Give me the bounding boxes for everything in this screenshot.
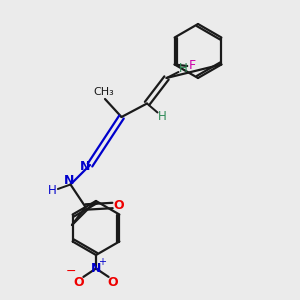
Text: −: − — [66, 265, 76, 278]
Text: O: O — [108, 276, 118, 289]
Text: CH₃: CH₃ — [93, 86, 114, 97]
Text: H: H — [158, 110, 166, 124]
Text: N: N — [91, 262, 101, 275]
Text: N: N — [64, 173, 74, 187]
Text: H: H — [47, 184, 56, 197]
Text: O: O — [74, 276, 84, 289]
Text: N: N — [80, 160, 90, 173]
Text: F: F — [189, 59, 196, 73]
Text: H: H — [178, 61, 188, 75]
Text: +: + — [98, 257, 106, 267]
Text: O: O — [113, 199, 124, 212]
